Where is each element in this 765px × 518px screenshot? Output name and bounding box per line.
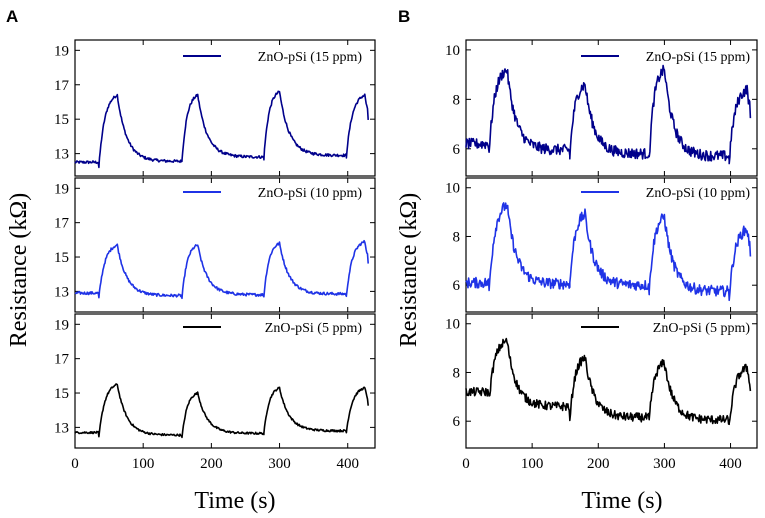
- y-tick-label: 17: [54, 352, 70, 368]
- y-tick-label: 10: [445, 43, 460, 59]
- y-tick-label: 13: [54, 147, 69, 163]
- y-tick-label: 6: [453, 414, 461, 430]
- x-tick-label: 300: [653, 456, 676, 472]
- plot-area: 13 15 17 19 ZnO-pSi (15 ppm) 13 15 17 19 ZnO-pSi …: [54, 39, 758, 472]
- plot-frame-b-3: [465, 313, 758, 449]
- legend-label: ZnO-pSi (10 ppm): [258, 186, 363, 201]
- series-line-b-1: [465, 64, 752, 165]
- legend-label: ZnO-pSi (5 ppm): [653, 321, 751, 336]
- y-axis-title-b: Resistance (kΩ): [396, 193, 422, 347]
- plot-frame-a-2: [74, 177, 376, 313]
- x-tick-label: 100: [132, 456, 155, 472]
- y-tick-label: 15: [54, 112, 69, 128]
- y-tick-label: 8: [453, 229, 461, 245]
- y-tick-label: 19: [54, 43, 69, 59]
- y-tick-label: 6: [453, 142, 461, 158]
- y-axis-title-a: Resistance (kΩ): [6, 193, 32, 347]
- series-line-a-3: [74, 383, 369, 439]
- plot-frame-a-3: [74, 313, 376, 449]
- series-line-b-3: [465, 337, 752, 426]
- plot-frame-a-1: [74, 39, 376, 177]
- y-tick-label: 17: [54, 78, 70, 94]
- y-tick-label: 13: [54, 284, 69, 300]
- x-tick-label: 400: [719, 456, 742, 472]
- legend-label: ZnO-pSi (15 ppm): [258, 50, 363, 65]
- x-tick-label: 0: [71, 456, 79, 472]
- y-tick-label: 6: [453, 278, 461, 294]
- y-tick-label: 19: [54, 317, 69, 333]
- y-tick-label: 17: [54, 216, 70, 232]
- plot-frame-b-1: [465, 39, 758, 177]
- panel-label-a: A: [6, 7, 18, 26]
- plot-frame-b-2: [465, 177, 758, 313]
- y-tick-label: 19: [54, 181, 69, 197]
- y-tick-label: 10: [445, 317, 460, 333]
- legend-label: ZnO-pSi (15 ppm): [646, 50, 751, 65]
- y-tick-label: 8: [453, 92, 461, 108]
- x-tick-label: 100: [521, 456, 544, 472]
- y-tick-label: 8: [453, 365, 461, 381]
- x-tick-label: 200: [587, 456, 610, 472]
- panel-label-b: B: [398, 7, 410, 26]
- y-tick-label: 10: [445, 181, 460, 197]
- x-tick-label: 300: [268, 456, 291, 472]
- y-tick-label: 13: [54, 420, 69, 436]
- x-axis-title-b: Time (s): [581, 488, 662, 514]
- x-tick-label: 0: [462, 456, 470, 472]
- series-line-a-2: [74, 239, 369, 300]
- series-line-a-1: [74, 90, 369, 169]
- x-tick-label: 200: [200, 456, 223, 472]
- series-line-b-2: [465, 202, 752, 302]
- legend-label: ZnO-pSi (5 ppm): [265, 321, 363, 336]
- y-tick-label: 15: [54, 250, 69, 266]
- legend-label: ZnO-pSi (10 ppm): [646, 186, 751, 201]
- x-tick-label: 400: [336, 456, 359, 472]
- y-tick-label: 15: [54, 386, 69, 402]
- x-axis-title-a: Time (s): [194, 488, 275, 514]
